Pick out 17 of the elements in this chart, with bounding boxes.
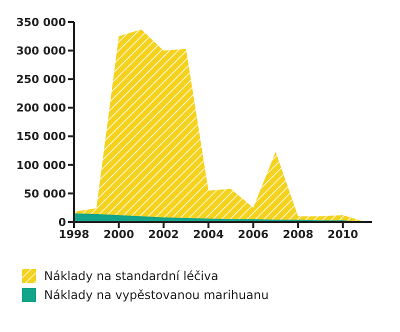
x-tick-label: 2010 [328, 228, 359, 241]
y-tick-label: 50 000 [24, 187, 66, 200]
legend-label: Náklady na vypěstovanou marihuanu [44, 288, 269, 302]
y-tick-label: 300 000 [16, 44, 66, 58]
x-tick-label: 1998 [58, 228, 90, 241]
y-tick-label: 150 000 [16, 130, 66, 144]
legend-label: Náklady na standardní léčiva [44, 268, 218, 282]
x-tick-label: 2008 [282, 228, 314, 241]
y-tick-label: 100 000 [16, 158, 66, 172]
y-tick-label: 250 000 [16, 73, 66, 86]
x-tick-label: 2002 [148, 228, 179, 241]
x-tick-label: 2006 [238, 228, 269, 241]
y-tick-label: 0 [58, 216, 66, 229]
y-tick-label: 200 000 [16, 102, 66, 115]
x-tick-label: 2004 [193, 228, 224, 241]
y-tick-label: 350 000 [16, 16, 66, 29]
x-tick-label: 2000 [104, 228, 134, 241]
